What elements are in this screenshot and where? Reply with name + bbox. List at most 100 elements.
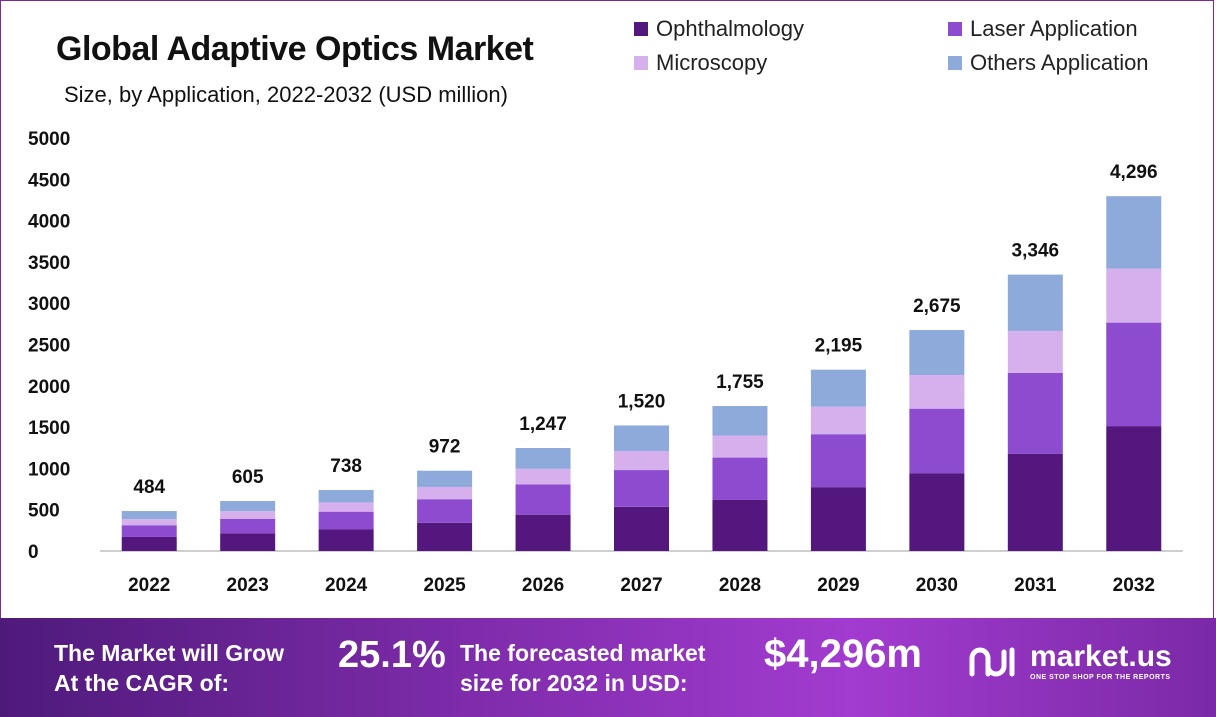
bar-2022-microscopy <box>121 519 177 526</box>
legend-label-laser-application: Laser Application <box>970 16 1138 41</box>
legend-item-microscopy: Microscopy <box>634 50 767 76</box>
y-tick-label-1000: 1000 <box>28 459 70 480</box>
bar-2032-microscopy <box>1106 268 1162 323</box>
x-tick-label-2023: 2023 <box>227 575 269 596</box>
bar-2023-microscopy <box>220 511 276 519</box>
legend-swatch-laser-application <box>948 22 962 36</box>
bar-2026-ophthalmology <box>515 514 571 551</box>
bar-2031-microscopy <box>1007 330 1063 373</box>
total-label-2023: 605 <box>232 467 264 488</box>
bar-2024-others-application <box>318 490 374 503</box>
bar-2030-others-application <box>909 330 965 376</box>
y-tick-label-1500: 1500 <box>28 418 70 439</box>
bar-2030-laser-application <box>909 408 965 474</box>
x-tick-label-2029: 2029 <box>817 575 859 596</box>
y-tick-label-3500: 3500 <box>28 253 70 274</box>
total-label-2028: 1,755 <box>716 372 764 393</box>
total-label-2022: 484 <box>133 477 165 498</box>
total-label-2032: 4,296 <box>1110 162 1158 183</box>
forecast-caption-line1: The forecasted market <box>460 640 706 666</box>
bar-2029-others-application <box>810 369 866 407</box>
total-label-2030: 2,675 <box>913 296 961 317</box>
x-tick-label-2030: 2030 <box>916 575 958 596</box>
bar-2026-others-application <box>515 447 571 469</box>
bar-2028-ophthalmology <box>712 499 768 551</box>
bar-2029-microscopy <box>810 406 866 435</box>
bar-2027-ophthalmology <box>614 506 669 551</box>
cagr-value: 25.1% <box>338 634 446 676</box>
x-tick-label-2032: 2032 <box>1113 575 1155 596</box>
bar-2027-microscopy <box>614 450 669 471</box>
legend-label-ophthalmology: Ophthalmology <box>656 16 804 41</box>
forecast-value: $4,296m <box>764 632 922 676</box>
x-tick-label-2031: 2031 <box>1014 575 1057 596</box>
legend-swatch-others-application <box>948 56 962 70</box>
brand-name: market.us <box>1030 640 1172 673</box>
legend-item-ophthalmology: Ophthalmology <box>634 16 804 42</box>
bar-2025-ophthalmology <box>417 522 473 551</box>
legend-swatch-microscopy <box>634 56 648 70</box>
x-tick-label-2027: 2027 <box>620 575 662 596</box>
footer-banner: The Market will Grow At the CAGR of: 25.… <box>0 618 1216 717</box>
bar-2031-others-application <box>1007 274 1063 331</box>
x-tick-label-2028: 2028 <box>719 575 761 596</box>
legend-label-others-application: Others Application <box>970 50 1149 75</box>
brand: market.us ONE STOP SHOP FOR THE REPORTS <box>966 642 1172 681</box>
total-label-2024: 738 <box>330 456 362 477</box>
bar-2026-laser-application <box>515 484 571 515</box>
bar-2031-laser-application <box>1007 372 1063 454</box>
bar-2025-microscopy <box>417 486 473 500</box>
forecast-caption: The forecasted market size for 2032 in U… <box>460 638 705 698</box>
bar-2023-others-application <box>220 501 276 512</box>
total-label-2029: 2,195 <box>815 336 863 357</box>
chart-subtitle: Size, by Application, 2022-2032 (USD mil… <box>64 82 508 107</box>
forecast-caption-line2: size for 2032 in USD: <box>460 670 688 696</box>
bar-2031-ophthalmology <box>1007 453 1063 551</box>
bar-2022-laser-application <box>121 525 177 537</box>
bar-2024-microscopy <box>318 502 374 512</box>
total-label-2031: 3,346 <box>1012 241 1060 262</box>
x-tick-label-2022: 2022 <box>128 575 170 596</box>
bar-2028-laser-application <box>712 457 768 500</box>
total-label-2026: 1,247 <box>519 414 567 435</box>
bar-2023-laser-application <box>220 518 276 534</box>
bar-2028-microscopy <box>712 435 768 458</box>
legend-swatch-ophthalmology <box>634 22 648 36</box>
y-tick-label-5000: 5000 <box>28 129 70 150</box>
y-tick-label-2000: 2000 <box>28 377 70 398</box>
x-tick-label-2026: 2026 <box>522 575 564 596</box>
x-tick-label-2024: 2024 <box>325 575 368 596</box>
bar-2027-others-application <box>614 425 669 451</box>
bar-2029-laser-application <box>810 434 866 488</box>
bar-2025-laser-application <box>417 499 473 523</box>
brand-tagline: ONE STOP SHOP FOR THE REPORTS <box>1030 674 1171 681</box>
y-tick-label-3000: 3000 <box>28 294 70 315</box>
cagr-caption-line1: The Market will Grow <box>54 640 285 666</box>
legend: Ophthalmology Laser Application Microsco… <box>0 16 1216 86</box>
cagr-caption: The Market will Grow At the CAGR of: <box>54 638 284 698</box>
legend-item-others-application: Others Application <box>948 50 1149 76</box>
bar-2023-ophthalmology <box>220 533 276 551</box>
bar-2030-ophthalmology <box>909 473 965 551</box>
legend-item-laser-application: Laser Application <box>948 16 1138 42</box>
bar-2026-microscopy <box>515 468 571 485</box>
chart-title: Global Adaptive Optics Market <box>56 30 534 68</box>
bar-2030-microscopy <box>909 375 965 409</box>
bar-2022-others-application <box>121 511 177 520</box>
cagr-caption-line2: At the CAGR of: <box>54 670 230 696</box>
legend-label-microscopy: Microscopy <box>656 50 768 75</box>
bar-2029-ophthalmology <box>810 487 866 551</box>
bar-2025-others-application <box>417 470 473 487</box>
bar-2022-ophthalmology <box>121 536 177 551</box>
y-tick-label-500: 500 <box>28 501 60 522</box>
bar-2024-ophthalmology <box>318 529 374 551</box>
bar-2032-laser-application <box>1106 322 1162 427</box>
y-tick-label-0: 0 <box>28 542 39 563</box>
y-tick-label-4500: 4500 <box>28 170 70 191</box>
stacked-bar-chart: 0 500 1000 1500 2000 2500 3000 3500 4000 4500 5000… <box>28 129 1183 596</box>
bar-2024-laser-application <box>318 511 374 530</box>
bar-2027-laser-application <box>614 470 669 507</box>
total-label-2025: 972 <box>429 437 461 458</box>
x-tick-label-2025: 2025 <box>423 575 466 596</box>
market-us-logo-icon <box>969 647 1015 676</box>
